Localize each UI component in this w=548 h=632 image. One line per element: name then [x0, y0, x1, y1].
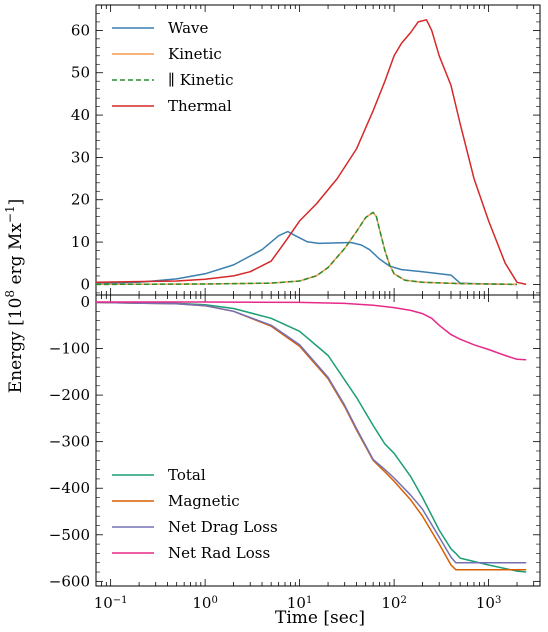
legend-label: Total	[168, 466, 206, 484]
x-tick-label: 10−1	[94, 594, 128, 612]
y-axis-title: Energy [108 erg Mx−1]	[3, 199, 26, 394]
y-tick-label: −400	[49, 479, 90, 497]
y-axis-title-sup2: −1	[3, 205, 17, 223]
y-tick-label: −500	[49, 526, 90, 544]
x-tick-label: 102	[381, 594, 406, 612]
y-tick-label: −300	[49, 433, 90, 451]
y-tick-label: 0	[80, 275, 90, 293]
y-tick-label: 50	[71, 64, 90, 82]
series-line-net-drag-loss	[96, 301, 527, 564]
series-line-total	[96, 301, 527, 573]
plot-frame	[95, 4, 541, 296]
y-tick-label: 20	[71, 191, 90, 209]
series-line-thermal	[96, 19, 527, 286]
y-axis-title-mid: erg Mx	[6, 223, 26, 290]
top-panel: 0 10 20 30 40 50 60 Wave Kinetic ∥ Kinetic Thermal	[71, 4, 541, 296]
legend-label: Net Rad Loss	[168, 544, 270, 562]
y-tick-label: −100	[49, 340, 90, 358]
legend-label: Wave	[168, 19, 209, 37]
x-tick-label: 101	[287, 594, 312, 612]
series-line-wave	[96, 230, 518, 286]
legend-label: ∥ Kinetic	[168, 71, 233, 89]
series-line-kinetic	[96, 211, 518, 286]
series-line-magnetic	[96, 301, 527, 571]
y-axis-title-end: ]	[6, 199, 26, 206]
series-line-kinetic	[96, 211, 518, 286]
legend-label: Thermal	[168, 97, 232, 115]
legend-label: Net Drag Loss	[168, 518, 278, 536]
y-axis-title-sup: 8	[3, 290, 17, 298]
bottom-panel: 0 −100 −200 −300 −400 −500 −600 Total Magnetic Ne…	[49, 293, 541, 612]
legend-label: Magnetic	[168, 492, 240, 510]
series-line-net-rad-loss	[96, 301, 527, 361]
legend-label: Kinetic	[168, 45, 222, 63]
x-tick-label: 103	[476, 594, 501, 612]
plot-frame	[95, 294, 541, 587]
y-axis-title-main: Energy [10	[6, 298, 26, 394]
y-tick-label: 30	[71, 148, 90, 166]
y-tick-label: 10	[71, 233, 90, 251]
y-tick-label: −600	[49, 572, 90, 590]
x-tick-label: 100	[192, 594, 217, 612]
y-tick-label: 40	[71, 106, 90, 124]
y-tick-label: 60	[71, 21, 90, 39]
x-axis-title: Time [sec]	[275, 608, 365, 628]
y-tick-label: −200	[49, 386, 90, 404]
y-tick-label: 0	[80, 293, 90, 311]
